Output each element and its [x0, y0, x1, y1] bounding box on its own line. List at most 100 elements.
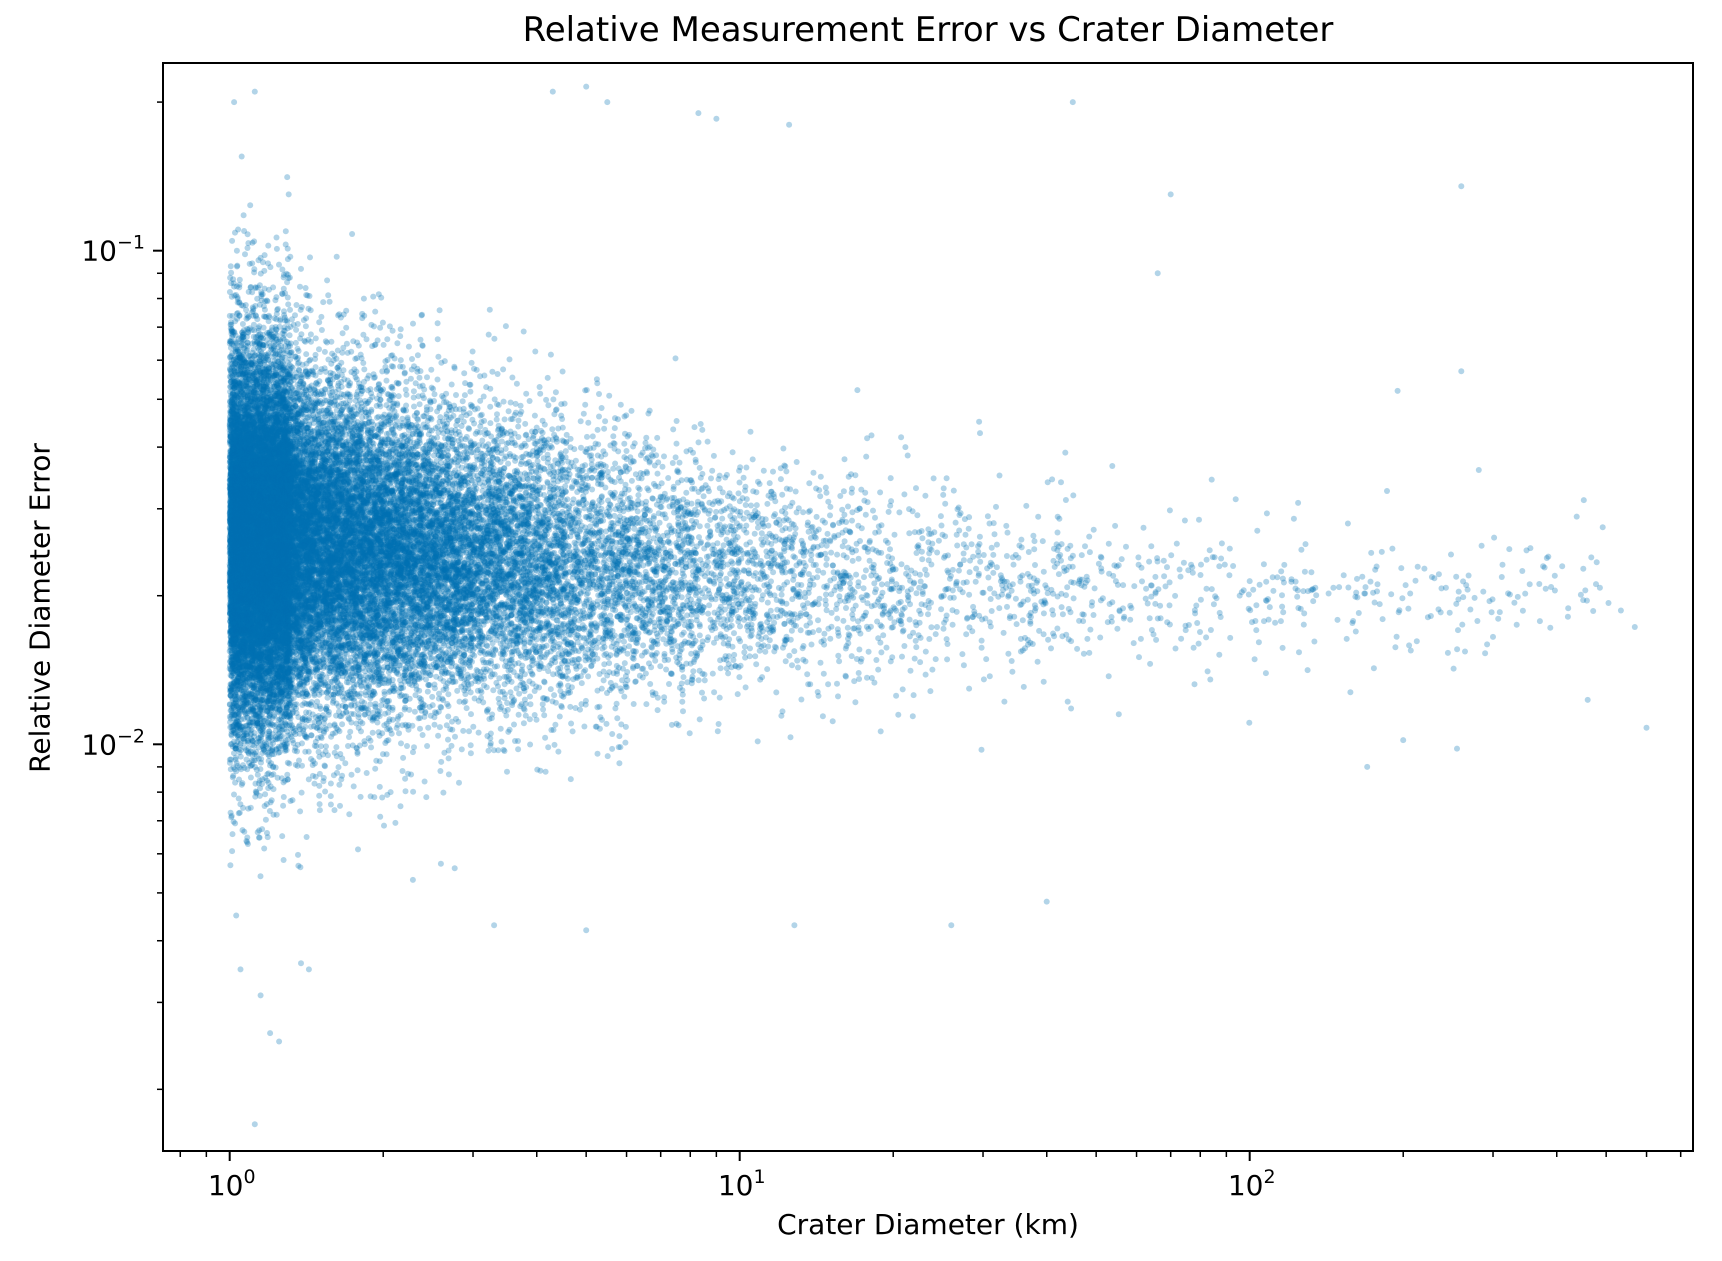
plot-frame [162, 62, 1694, 1152]
scatter-point [966, 569, 973, 576]
scatter-point [603, 720, 610, 727]
scatter-point [417, 503, 424, 509]
scatter-point [1471, 594, 1478, 601]
scatter-point [1123, 543, 1129, 550]
scatter-point [1208, 586, 1215, 593]
scatter-point [679, 691, 686, 698]
scatter-point [329, 574, 336, 581]
scatter-point [978, 637, 985, 644]
scatter-point [246, 616, 253, 623]
scatter-point [794, 614, 801, 621]
scatter-point [243, 649, 250, 656]
scatter-points [226, 83, 1650, 1128]
scatter-point [523, 390, 530, 397]
scatter-point [444, 701, 451, 707]
scatter-point [372, 308, 379, 315]
scatter-point [805, 508, 812, 515]
scatter-point [993, 503, 999, 510]
scatter-point [336, 611, 343, 618]
scatter-point [478, 539, 485, 546]
scatter-point [576, 617, 583, 624]
scatter-point [778, 591, 785, 598]
scatter-point [283, 586, 290, 593]
scatter-point [610, 465, 617, 472]
scatter-point [616, 760, 623, 767]
scatter-point [669, 495, 675, 501]
scatter-point [875, 666, 882, 673]
scatter-point [342, 617, 348, 624]
scatter-point [465, 535, 472, 542]
scatter-point [1246, 578, 1253, 585]
scatter-point [304, 425, 311, 432]
scatter-point [281, 543, 288, 550]
scatter-point [318, 429, 325, 436]
scatter-point [253, 434, 260, 441]
scatter-point [326, 511, 333, 518]
scatter-point [899, 653, 905, 660]
scatter-point [237, 484, 244, 490]
scatter-point [255, 417, 262, 423]
scatter-point [421, 498, 428, 505]
scatter-point [1137, 635, 1144, 642]
scatter-point [932, 656, 939, 663]
scatter-point [274, 454, 281, 461]
scatter-point [643, 701, 650, 708]
scatter-point [327, 801, 334, 808]
scatter-point [957, 561, 964, 568]
scatter-point [987, 596, 994, 602]
scatter-point [300, 559, 307, 566]
scatter-point [926, 636, 933, 642]
scatter-point [578, 680, 585, 687]
scatter-point [409, 876, 416, 883]
scatter-point [455, 645, 462, 652]
scatter-point [417, 426, 424, 433]
scatter-point [1062, 497, 1069, 503]
scatter-point [552, 389, 559, 396]
scatter-point [377, 813, 384, 820]
scatter-point [861, 574, 867, 581]
scatter-point [397, 357, 404, 364]
scatter-point [452, 519, 459, 526]
scatter-point [457, 496, 464, 503]
scatter-point [1003, 522, 1010, 529]
scatter-point [260, 623, 267, 630]
scatter-point [1115, 711, 1122, 718]
scatter-point [1270, 587, 1277, 594]
scatter-point [500, 366, 507, 373]
scatter-point [400, 754, 407, 761]
scatter-point [325, 683, 332, 690]
scatter-point [318, 420, 325, 427]
scatter-point [711, 689, 718, 696]
scatter-point [283, 428, 290, 435]
scatter-point [484, 564, 491, 571]
scatter-point [256, 528, 263, 535]
scatter-point [390, 543, 396, 550]
scatter-point [229, 548, 236, 555]
scatter-point [298, 514, 305, 521]
scatter-point [652, 657, 659, 664]
scatter-point [499, 572, 506, 579]
scatter-point [823, 555, 830, 562]
scatter-point [296, 511, 303, 518]
scatter-point [665, 538, 672, 545]
scatter-point [291, 562, 298, 568]
scatter-point [256, 567, 263, 574]
scatter-point [714, 728, 721, 735]
scatter-point [425, 483, 431, 490]
scatter-point [425, 571, 432, 578]
scatter-point [541, 644, 547, 651]
scatter-point [316, 714, 323, 721]
scatter-point [547, 351, 554, 358]
scatter-point [295, 623, 302, 630]
scatter-point [314, 514, 321, 521]
scatter-point [397, 645, 404, 652]
scatter-point [327, 793, 334, 800]
scatter-point [621, 440, 628, 447]
scatter-point [574, 466, 581, 473]
scatter-point [350, 575, 357, 582]
scatter-point [410, 388, 417, 395]
scatter-point [289, 797, 296, 804]
scatter-point [418, 506, 425, 513]
scatter-point [1019, 617, 1026, 624]
